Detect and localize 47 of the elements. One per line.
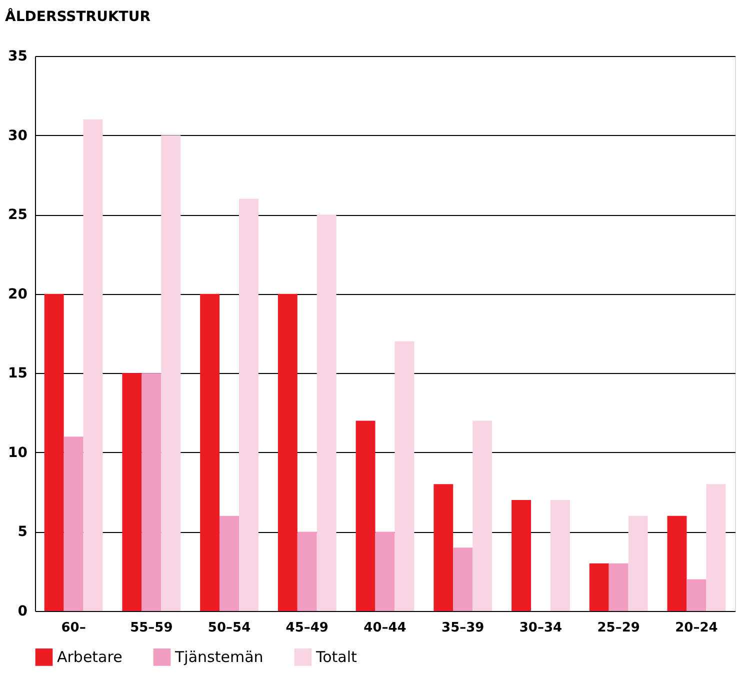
legend-label: Arbetare — [57, 648, 122, 666]
bar — [667, 516, 687, 611]
y-tick-label: 0 — [18, 604, 28, 620]
x-tick-label: 40–44 — [364, 620, 406, 636]
bar — [316, 214, 336, 611]
chart-title: ÅLDERSSTRUKTUR — [5, 8, 151, 25]
y-tick-label: 5 — [18, 524, 28, 540]
bar — [297, 532, 317, 611]
y-tick-label: 35 — [8, 48, 28, 64]
bar — [628, 516, 648, 611]
bar — [44, 294, 64, 611]
bar — [239, 198, 258, 611]
legend-label: Tjänstemän — [174, 648, 264, 666]
bar — [472, 420, 492, 611]
bar — [122, 373, 142, 611]
bar — [550, 500, 570, 611]
bar — [512, 500, 531, 611]
bar — [161, 135, 181, 611]
bar — [83, 119, 103, 611]
y-tick-label: 25 — [8, 207, 28, 224]
bar — [375, 532, 395, 611]
x-tick-label: 50–54 — [208, 620, 251, 636]
x-tick-label: 45–49 — [286, 620, 328, 636]
bar — [142, 373, 162, 611]
bar — [706, 484, 726, 611]
bar — [608, 563, 628, 611]
x-tick-label: 20–24 — [675, 620, 718, 636]
x-tick-label: 60– — [61, 620, 86, 636]
bar — [589, 563, 609, 611]
y-tick-label: 20 — [8, 286, 28, 302]
x-tick-label: 55–59 — [130, 620, 173, 636]
x-tick-label: 25–29 — [597, 620, 640, 636]
y-tick-label: 30 — [8, 128, 28, 144]
bar — [453, 548, 473, 611]
x-tick-label: 35–39 — [442, 620, 484, 636]
y-tick-label: 10 — [8, 444, 28, 461]
bar — [394, 341, 414, 611]
bar — [200, 294, 220, 611]
x-tick-label: 30–34 — [519, 620, 562, 636]
bar — [64, 436, 84, 611]
legend-label: Totalt — [315, 648, 358, 666]
bar — [220, 516, 240, 611]
bar — [278, 294, 298, 611]
bar — [686, 579, 706, 611]
y-tick-label: 15 — [8, 366, 28, 382]
bar — [356, 420, 376, 611]
bar — [434, 484, 454, 611]
